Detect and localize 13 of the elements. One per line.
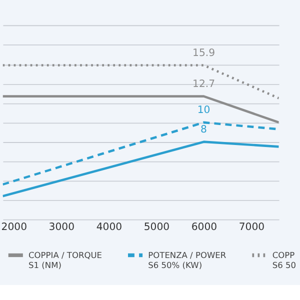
data-label: 10 [197,105,210,116]
legend-label: COPPIA / TORQUE S1 (NM) [28,250,102,270]
x-tick-label: 3000 [48,222,75,233]
x-tick-label: 2000 [1,222,28,233]
data-label: 15.9 [192,48,216,60]
x-tick-label: 4000 [96,222,122,233]
data-label: 12.7 [192,79,216,90]
legend-label: COPP S6 50 [272,250,296,270]
legend-label: POTENZA / POWER S6 50% (KW) [148,250,226,270]
x-tick-label: 7000 [238,222,265,233]
x-tick-label: 6000 [191,222,218,233]
data-label: 8 [200,124,207,136]
x-tick-label: 5000 [144,222,170,233]
